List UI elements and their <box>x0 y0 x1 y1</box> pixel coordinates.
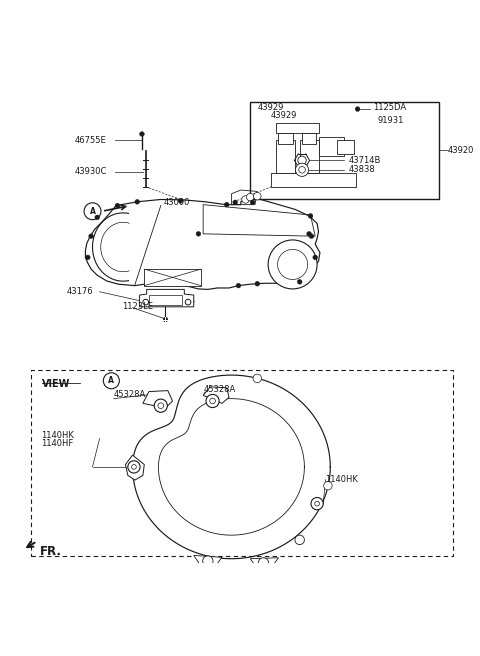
Circle shape <box>255 281 260 286</box>
Text: 43000: 43000 <box>163 198 190 207</box>
Circle shape <box>250 200 255 205</box>
Circle shape <box>103 373 120 389</box>
Polygon shape <box>194 556 222 567</box>
Circle shape <box>313 255 318 260</box>
Circle shape <box>253 374 262 382</box>
Text: 43176: 43176 <box>67 287 93 297</box>
Polygon shape <box>250 558 278 568</box>
Circle shape <box>277 249 308 279</box>
Circle shape <box>158 403 164 409</box>
Text: 43929: 43929 <box>271 111 297 119</box>
Circle shape <box>297 279 302 284</box>
Circle shape <box>311 497 323 510</box>
Polygon shape <box>143 390 172 408</box>
Text: FR.: FR. <box>40 545 62 558</box>
Circle shape <box>233 200 238 205</box>
Circle shape <box>132 464 136 469</box>
Circle shape <box>210 398 216 404</box>
Circle shape <box>84 203 101 220</box>
Circle shape <box>324 482 332 490</box>
Circle shape <box>143 299 148 305</box>
Text: A: A <box>90 207 96 216</box>
Circle shape <box>242 195 249 203</box>
FancyBboxPatch shape <box>250 102 439 199</box>
Circle shape <box>85 255 90 260</box>
Polygon shape <box>140 289 194 307</box>
Text: A: A <box>108 377 114 385</box>
FancyBboxPatch shape <box>31 371 453 556</box>
Text: 46755E: 46755E <box>75 136 107 145</box>
Circle shape <box>89 234 94 239</box>
Circle shape <box>295 163 309 176</box>
Polygon shape <box>149 295 182 306</box>
Polygon shape <box>203 387 229 403</box>
Circle shape <box>268 240 317 289</box>
Polygon shape <box>337 140 354 154</box>
Circle shape <box>178 199 183 203</box>
Text: 43929: 43929 <box>257 103 284 112</box>
Text: 91931: 91931 <box>377 116 404 125</box>
Text: 1123LE: 1123LE <box>122 302 153 312</box>
Polygon shape <box>125 455 144 480</box>
Circle shape <box>236 283 241 288</box>
Circle shape <box>185 299 191 305</box>
Circle shape <box>246 194 254 201</box>
Circle shape <box>307 232 312 236</box>
Circle shape <box>163 317 168 322</box>
Text: VIEW: VIEW <box>42 379 70 389</box>
Circle shape <box>135 199 140 204</box>
Circle shape <box>253 192 261 200</box>
Text: 45328A: 45328A <box>203 384 235 394</box>
Circle shape <box>355 107 360 112</box>
Text: 45328A: 45328A <box>114 390 146 400</box>
Circle shape <box>206 394 219 407</box>
Circle shape <box>295 535 304 544</box>
Circle shape <box>196 232 201 236</box>
Circle shape <box>258 558 269 568</box>
Polygon shape <box>144 269 201 285</box>
Text: 1125DA: 1125DA <box>372 103 406 112</box>
Circle shape <box>224 202 229 207</box>
Circle shape <box>308 214 313 218</box>
Circle shape <box>154 399 168 412</box>
Polygon shape <box>319 137 345 156</box>
Circle shape <box>140 132 144 136</box>
Text: 1140HK: 1140HK <box>325 475 359 484</box>
Polygon shape <box>278 133 293 144</box>
Circle shape <box>298 156 306 165</box>
Circle shape <box>128 461 140 473</box>
Text: 43714B: 43714B <box>349 156 382 165</box>
Text: 43930C: 43930C <box>75 167 108 176</box>
Text: 43920: 43920 <box>448 146 474 155</box>
Polygon shape <box>276 123 319 133</box>
Polygon shape <box>302 133 316 144</box>
Circle shape <box>115 203 120 208</box>
Circle shape <box>299 167 305 173</box>
Text: 43838: 43838 <box>349 165 376 174</box>
Polygon shape <box>271 173 356 187</box>
Circle shape <box>309 234 314 239</box>
Text: 1140HK: 1140HK <box>41 431 73 440</box>
Polygon shape <box>300 140 319 173</box>
Circle shape <box>203 556 213 566</box>
Circle shape <box>315 501 320 506</box>
Polygon shape <box>276 140 295 173</box>
Text: 1140HF: 1140HF <box>41 439 73 448</box>
Circle shape <box>95 215 99 220</box>
